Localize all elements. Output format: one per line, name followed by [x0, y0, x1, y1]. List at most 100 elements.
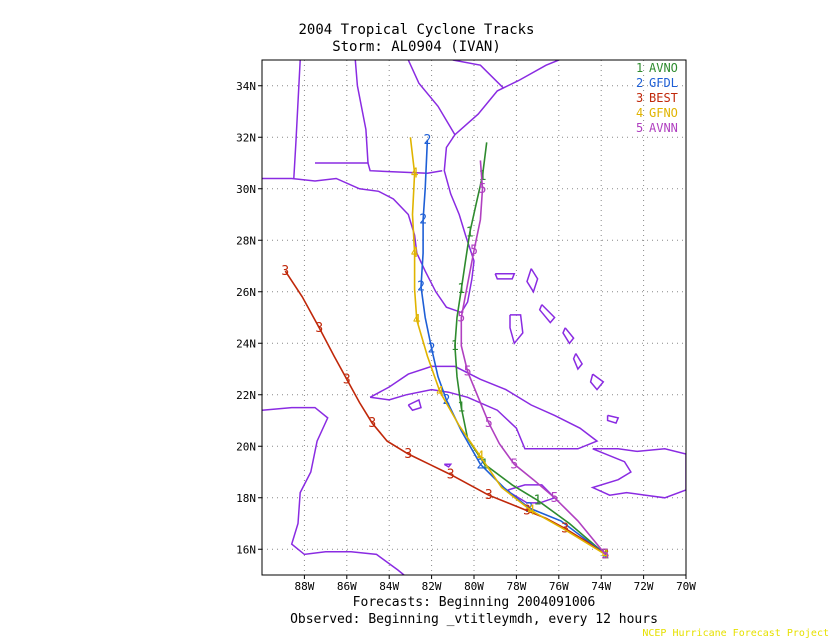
track-marker-gfdl: 2	[423, 133, 431, 148]
track-marker-gfno: 4	[436, 385, 444, 400]
land-isle-of-youth	[407, 398, 422, 412]
track-line-gfdl	[420, 139, 606, 556]
track-marker-gfdl: 2	[602, 547, 610, 562]
track-marker-avnn: 5	[551, 491, 559, 506]
track-marker-avno: 1	[479, 169, 487, 184]
track-marker-best: 3	[447, 468, 455, 483]
credit-text: NCEP Hurricane Forecast Project	[642, 628, 829, 639]
track-marker-gfno: 4	[411, 246, 419, 261]
legend-marker: 3	[636, 91, 643, 105]
track-marker-avno: 1	[466, 226, 474, 241]
track-marker-gfno: 4	[527, 504, 535, 519]
track-marker-gfdl: 2	[443, 393, 451, 408]
land-central-america	[262, 406, 405, 575]
lon-tick-label: 78W	[506, 580, 526, 593]
track-marker-gfno: 4	[411, 166, 419, 181]
legend-item-avnn: 5 AVNN	[636, 121, 678, 135]
land-long-island	[572, 353, 584, 371]
track-marker-gfdl: 2	[417, 280, 425, 295]
land-cayman	[443, 463, 453, 468]
track-marker-avno: 1	[534, 493, 542, 508]
track-marker-best: 3	[315, 321, 323, 336]
land-hispaniola	[590, 448, 686, 499]
lon-tick-label: 70W	[676, 580, 696, 593]
legend-label: GFDL	[649, 76, 678, 90]
land-state-border-sc-nc	[452, 60, 505, 89]
legend-item-gfno: 4 GFNO	[636, 106, 678, 120]
track-marker-avno: 1	[457, 282, 465, 297]
track-gfno: 4 4 4 4 4 4 4	[409, 137, 610, 562]
lon-tick-label: 88W	[294, 580, 314, 593]
track-marker-best: 3	[368, 416, 376, 431]
track-marker-best: 3	[281, 264, 289, 279]
land-grand-bahama	[494, 272, 516, 280]
legend-label: AVNN	[649, 121, 678, 135]
lat-tick-label: 22N	[236, 389, 256, 402]
legend-item-best: 3 BEST	[636, 91, 678, 105]
lat-tick-label: 18N	[236, 492, 256, 505]
grid-lines	[262, 60, 687, 575]
track-marker-best: 3	[523, 504, 531, 519]
lat-tick-label: 34N	[236, 80, 256, 93]
land-cuba	[369, 365, 599, 450]
legend-marker: 5	[636, 121, 643, 135]
forecast-tracks: 1111111122222222333333333344444445555555…	[281, 133, 609, 563]
track-line-gfno	[409, 137, 606, 556]
track-marker-gfdl: 2	[476, 457, 484, 472]
lat-tick-label: 26N	[236, 286, 256, 299]
observed-caption: Observed: Beginning _vtitleymdh, every 1…	[290, 612, 658, 627]
land-cat-island	[562, 327, 575, 345]
lat-tick-label: 24N	[236, 337, 256, 350]
legend: 1 AVNO 2 GFDL 3 BEST 4 GFNO 5 AVNN	[636, 61, 678, 135]
track-marker-avno: 1	[481, 457, 489, 472]
track-avnn: 5 5 5 5 5 5 5 5	[457, 160, 609, 562]
track-marker-gfno: 4	[413, 313, 421, 328]
land-state-border-ga-sc	[407, 60, 456, 136]
track-marker-avnn: 5	[470, 244, 478, 259]
track-marker-best: 3	[343, 372, 351, 387]
track-marker-avnn: 5	[479, 182, 487, 197]
land-north-america-coast	[262, 60, 560, 314]
track-marker-avnn: 5	[457, 311, 465, 326]
track-marker-avnn: 5	[602, 547, 610, 562]
land-state-border-ms-al	[293, 60, 301, 179]
track-marker-gfno: 4	[476, 450, 484, 465]
track-marker-avno: 1	[457, 401, 465, 416]
track-marker-avno: 1	[602, 547, 610, 562]
track-marker-gfdl: 2	[428, 341, 436, 356]
lon-tick-label: 86W	[337, 580, 357, 593]
track-marker-best: 3	[602, 547, 610, 562]
chart-subtitle: Storm: AL0904 (IVAN)	[332, 39, 501, 55]
lat-tick-label: 30N	[236, 183, 256, 196]
track-marker-gfdl: 2	[419, 213, 427, 228]
track-marker-avnn: 5	[485, 416, 493, 431]
legend-marker: 2	[636, 76, 643, 90]
legend-marker: 1	[636, 61, 643, 75]
forecast-caption: Forecasts: Beginning 2004091006	[352, 595, 596, 610]
lon-tick-label: 82W	[422, 580, 442, 593]
lat-tick-label: 20N	[236, 440, 256, 453]
land-abaco	[526, 268, 539, 294]
lon-tick-label: 72W	[634, 580, 654, 593]
track-line-avno	[454, 142, 606, 556]
lat-tick-label: 16N	[236, 543, 256, 556]
legend-label: BEST	[649, 91, 678, 105]
land-eleuthera	[538, 304, 556, 324]
track-marker-best: 3	[485, 488, 493, 503]
lon-tick-label: 84W	[379, 580, 399, 593]
legend-item-avno: 1 AVNO	[636, 61, 678, 75]
lon-tick-label: 76W	[549, 580, 569, 593]
track-marker-avnn: 5	[464, 365, 472, 380]
land-acklins	[589, 373, 605, 391]
track-marker-avno: 1	[451, 339, 459, 354]
lon-tick-label: 80W	[464, 580, 484, 593]
track-avno: 1 1 1 1 1 1 1 1	[451, 142, 609, 562]
land-andros	[509, 314, 524, 345]
legend-label: AVNO	[649, 61, 678, 75]
lat-tick-label: 32N	[236, 131, 256, 144]
lat-tick-label: 28N	[236, 234, 256, 247]
track-line-avnn	[460, 160, 607, 555]
legend-label: GFNO	[649, 106, 678, 120]
